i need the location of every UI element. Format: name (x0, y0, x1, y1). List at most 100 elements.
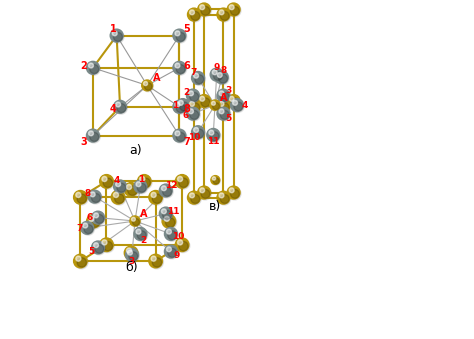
Circle shape (190, 10, 194, 15)
Circle shape (113, 192, 118, 198)
Text: 11: 11 (167, 207, 180, 217)
Circle shape (198, 186, 210, 199)
Circle shape (210, 132, 219, 141)
Circle shape (218, 101, 231, 114)
Circle shape (73, 191, 87, 204)
Circle shape (110, 29, 123, 42)
Circle shape (176, 64, 185, 74)
Circle shape (211, 101, 215, 105)
Circle shape (160, 185, 173, 198)
Circle shape (229, 96, 234, 101)
Circle shape (141, 178, 150, 187)
Circle shape (175, 102, 180, 107)
Circle shape (198, 95, 210, 107)
Text: 10: 10 (173, 232, 185, 241)
Circle shape (86, 61, 100, 74)
Circle shape (127, 184, 132, 190)
Circle shape (173, 29, 186, 42)
Circle shape (90, 192, 95, 197)
Circle shape (208, 129, 221, 142)
Circle shape (212, 177, 216, 180)
Circle shape (230, 6, 239, 15)
Circle shape (179, 241, 188, 251)
Circle shape (112, 192, 126, 205)
Circle shape (227, 95, 240, 107)
Circle shape (229, 5, 234, 10)
Circle shape (116, 182, 120, 187)
Circle shape (100, 239, 114, 253)
Circle shape (138, 176, 152, 189)
Circle shape (159, 184, 172, 197)
Circle shape (127, 250, 139, 262)
Text: 1: 1 (172, 101, 178, 109)
Text: 8: 8 (84, 188, 91, 198)
Circle shape (210, 101, 221, 111)
Circle shape (217, 100, 230, 113)
Circle shape (165, 246, 178, 259)
Circle shape (150, 255, 164, 269)
Circle shape (168, 248, 177, 257)
Circle shape (186, 89, 200, 102)
Circle shape (218, 9, 231, 22)
Circle shape (191, 72, 204, 84)
Circle shape (198, 3, 210, 16)
Circle shape (201, 98, 210, 107)
Circle shape (149, 254, 163, 268)
Circle shape (144, 81, 147, 85)
Circle shape (117, 183, 126, 192)
Circle shape (100, 175, 113, 188)
Circle shape (211, 176, 220, 185)
Text: 9: 9 (214, 63, 220, 72)
Circle shape (102, 176, 107, 182)
Text: 8: 8 (220, 66, 227, 75)
Text: б): б) (125, 261, 137, 274)
Circle shape (117, 104, 126, 113)
Circle shape (176, 99, 189, 112)
Text: 7: 7 (76, 224, 82, 233)
Text: 8: 8 (183, 104, 190, 115)
Circle shape (152, 194, 162, 203)
Circle shape (113, 33, 122, 41)
Circle shape (191, 103, 200, 112)
Circle shape (228, 4, 241, 17)
Circle shape (176, 104, 185, 113)
Circle shape (103, 241, 113, 251)
Circle shape (220, 111, 229, 119)
Circle shape (136, 182, 141, 187)
Circle shape (212, 103, 219, 110)
Circle shape (163, 210, 172, 219)
Circle shape (142, 80, 153, 91)
Circle shape (131, 217, 136, 221)
Circle shape (163, 187, 172, 196)
Text: 4: 4 (114, 176, 120, 185)
Circle shape (76, 256, 81, 261)
Circle shape (212, 70, 217, 75)
Circle shape (137, 175, 151, 188)
Circle shape (82, 222, 95, 235)
Text: 9: 9 (174, 252, 180, 260)
Circle shape (131, 217, 141, 227)
Circle shape (91, 241, 104, 254)
Circle shape (189, 9, 201, 22)
Circle shape (220, 93, 229, 101)
Circle shape (175, 175, 189, 188)
Circle shape (189, 91, 193, 96)
Circle shape (211, 176, 220, 184)
Circle shape (219, 101, 224, 106)
Circle shape (190, 193, 194, 198)
Circle shape (177, 100, 190, 113)
Text: 6: 6 (183, 112, 189, 120)
Circle shape (216, 72, 229, 85)
Circle shape (137, 231, 146, 240)
Circle shape (219, 74, 228, 83)
Circle shape (187, 90, 201, 103)
Circle shape (190, 111, 199, 119)
Circle shape (200, 188, 205, 193)
Circle shape (228, 96, 241, 108)
Circle shape (83, 223, 88, 228)
Circle shape (74, 255, 88, 269)
Circle shape (188, 100, 201, 113)
Circle shape (175, 238, 189, 252)
Circle shape (194, 127, 199, 133)
Circle shape (165, 228, 178, 241)
